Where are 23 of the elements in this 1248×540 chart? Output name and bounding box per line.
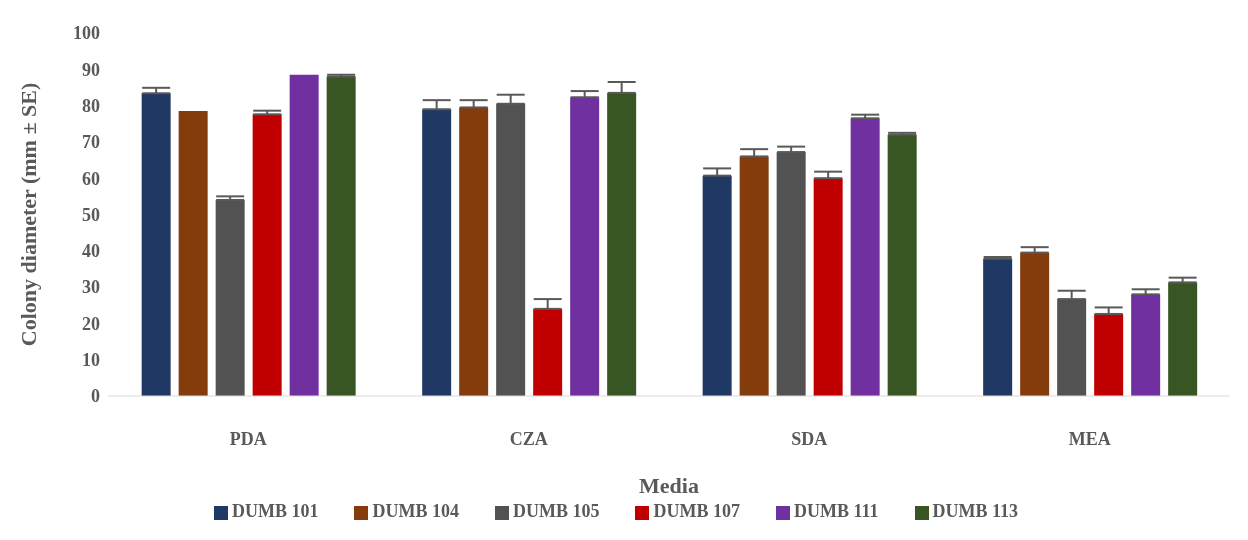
- y-tick-label: 100: [73, 23, 100, 44]
- legend-label: DUMB 113: [932, 501, 1018, 521]
- x-tick-label: PDA: [229, 428, 267, 449]
- x-tick-label: SDA: [791, 428, 828, 449]
- y-tick-label: 70: [82, 132, 100, 153]
- y-tick-label: 50: [82, 204, 100, 225]
- legend-label: DUMB 101: [231, 501, 319, 521]
- legend-label: DUMB 107: [653, 501, 740, 521]
- x-tick-label: CZA: [509, 428, 548, 449]
- y-axis-title: Colony diameter (mm ± SE): [15, 82, 41, 347]
- y-tick-label: 30: [82, 277, 100, 298]
- y-tick-label: 10: [82, 350, 100, 371]
- y-tick-label: 40: [82, 241, 100, 262]
- legend-label: DUMB 104: [372, 501, 459, 521]
- y-tick-label: 20: [82, 313, 100, 334]
- x-axis-title: Media: [639, 473, 699, 498]
- x-tick-label: MEA: [1068, 428, 1111, 449]
- legend-label: DUMB 111: [793, 501, 879, 521]
- legend-label: DUMB 105: [512, 501, 600, 521]
- y-tick-label: 60: [82, 168, 100, 189]
- y-tick-label: 0: [91, 386, 100, 407]
- y-tick-label: 80: [82, 95, 100, 116]
- y-tick-label: 90: [82, 59, 100, 80]
